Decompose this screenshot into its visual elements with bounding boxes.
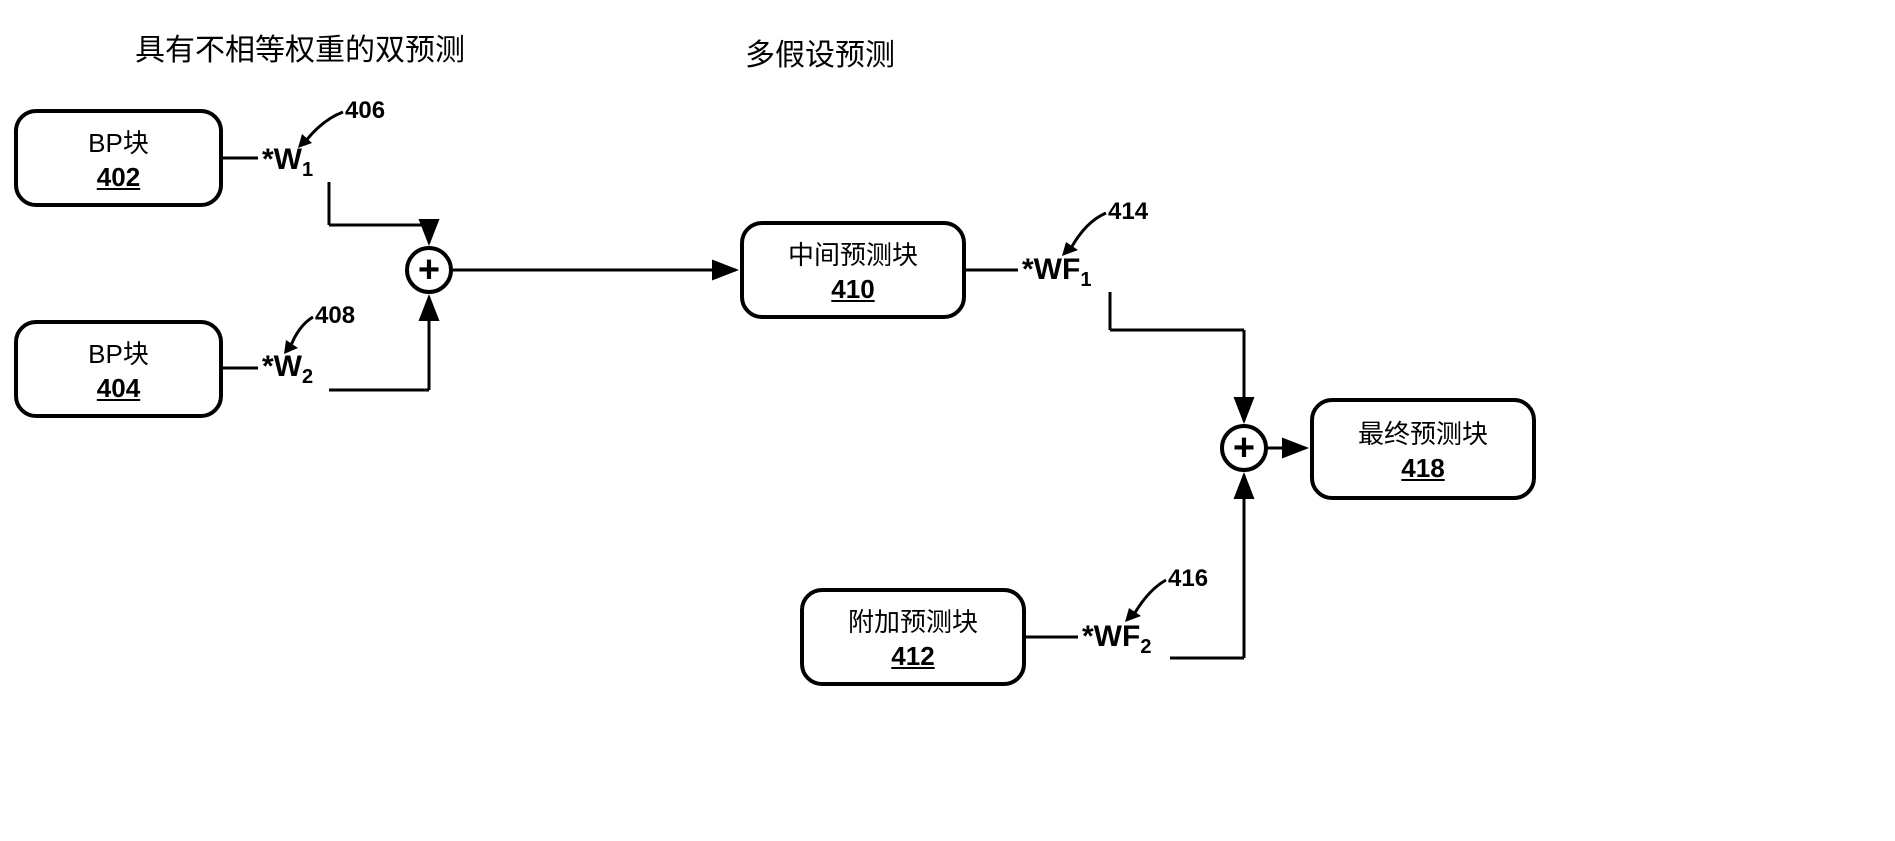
block-additional-412-label: 附加预测块 [848, 602, 978, 639]
block-intermediate-410: 中间预测块 410 [740, 221, 966, 319]
block-bp-404-number: 404 [97, 373, 140, 404]
block-additional-412-number: 412 [891, 641, 934, 672]
weight-w2: *W2 [262, 350, 313, 389]
adder-2: + [1220, 424, 1268, 472]
weight-w1: *W1 [262, 143, 313, 182]
diagram-connectors [0, 0, 1895, 841]
block-additional-412: 附加预测块 412 [800, 588, 1026, 686]
block-bp-402: BP块 402 [14, 109, 223, 207]
weight-wf1: *WF1 [1022, 253, 1091, 292]
title-left: 具有不相等权重的双预测 [135, 25, 465, 69]
block-final-418-number: 418 [1401, 453, 1444, 484]
block-intermediate-410-label: 中间预测块 [788, 235, 918, 272]
block-intermediate-410-number: 410 [831, 274, 874, 305]
block-bp-404-label: BP块 [88, 334, 149, 371]
block-bp-402-number: 402 [97, 162, 140, 193]
weight-wf2: *WF2 [1082, 620, 1151, 659]
block-final-418-label: 最终预测块 [1358, 414, 1488, 451]
callout-414: 414 [1108, 198, 1148, 226]
title-right: 多假设预测 [745, 30, 895, 74]
block-bp-402-label: BP块 [88, 123, 149, 160]
block-final-418: 最终预测块 418 [1310, 398, 1536, 500]
callout-408: 408 [315, 302, 355, 330]
adder-1: + [405, 246, 453, 294]
callout-416: 416 [1168, 565, 1208, 593]
block-bp-404: BP块 404 [14, 320, 223, 418]
callout-406: 406 [345, 97, 385, 125]
